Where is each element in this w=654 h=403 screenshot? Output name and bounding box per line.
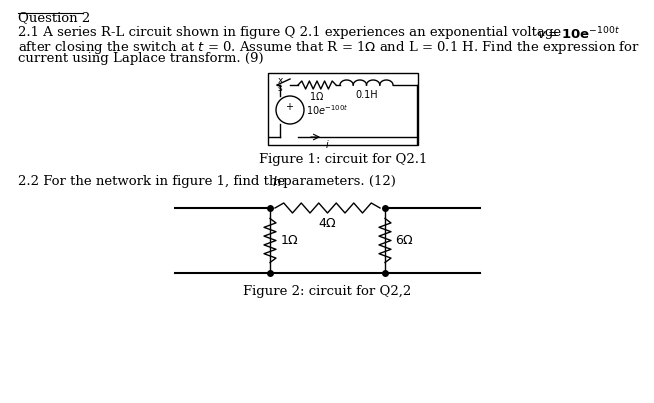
Text: 2.1 A series R-L circuit shown in figure Q 2.1 experiences an exponential voltag: 2.1 A series R-L circuit shown in figure…	[18, 26, 561, 39]
Text: 0.1H: 0.1H	[355, 90, 378, 100]
Text: current using Laplace transform. (9): current using Laplace transform. (9)	[18, 52, 264, 65]
Text: $10e^{-100t}$: $10e^{-100t}$	[306, 103, 349, 117]
Text: $h$: $h$	[272, 175, 281, 189]
Text: parameters. (12): parameters. (12)	[279, 175, 396, 188]
Text: Figure 1: circuit for Q2.1: Figure 1: circuit for Q2.1	[259, 153, 427, 166]
Text: 2.2 For the network in figure 1, find the: 2.2 For the network in figure 1, find th…	[18, 175, 289, 188]
Text: 1$\Omega$: 1$\Omega$	[309, 90, 324, 102]
Circle shape	[276, 96, 304, 124]
Bar	[268, 73, 418, 145]
Text: s: s	[278, 84, 283, 93]
Text: Figure 2: circuit for Q2,2: Figure 2: circuit for Q2,2	[243, 285, 411, 298]
Text: +: +	[285, 102, 293, 112]
Text: after closing the switch at $\mathit{t}$ = 0. Assume that R = 1$\Omega$ and L = : after closing the switch at $\mathit{t}$…	[18, 39, 640, 56]
Text: 6$\Omega$: 6$\Omega$	[395, 234, 414, 247]
Text: $\mathit{v}=\mathbf{10e}^{-100t}$: $\mathit{v}=\mathbf{10e}^{-100t}$	[537, 26, 620, 43]
Text: $1\Omega$: $1\Omega$	[280, 234, 299, 247]
Text: x: x	[278, 76, 283, 85]
Text: $i$: $i$	[325, 138, 330, 150]
Text: Question 2: Question 2	[18, 11, 90, 24]
Text: 4$\Omega$: 4$\Omega$	[318, 217, 337, 230]
